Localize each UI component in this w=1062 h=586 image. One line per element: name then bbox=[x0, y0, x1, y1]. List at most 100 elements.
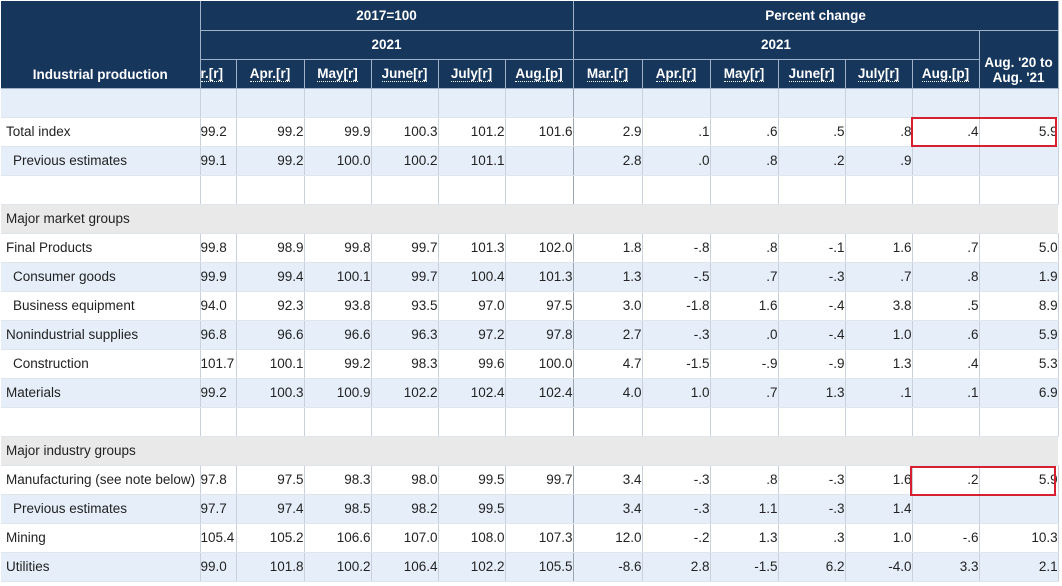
index-value-cell: 99.8 bbox=[200, 233, 237, 263]
index-value-cell: 98.9 bbox=[236, 233, 305, 263]
index-value-cell bbox=[304, 88, 372, 118]
index-value-cell bbox=[200, 407, 237, 437]
index-value-cell: 99.9 bbox=[200, 262, 237, 292]
index-value-cell: 93.8 bbox=[304, 291, 372, 321]
percent-value-cell: -1.5 bbox=[710, 552, 779, 582]
group-label: Major market groups bbox=[1, 204, 1059, 234]
percent-value-cell: 1.6 bbox=[845, 465, 913, 495]
index-value-cell: 98.2 bbox=[371, 494, 439, 524]
index-value-cell bbox=[304, 407, 372, 437]
percent-value-cell bbox=[845, 175, 913, 205]
annual-change-cell bbox=[979, 146, 1059, 176]
percent-value-cell: .4 bbox=[912, 349, 980, 379]
percent-value-cell: 2.8 bbox=[573, 146, 643, 176]
table-row: Previous estimates 99.1 99.2 100.0 100.2 101.… bbox=[1, 146, 1059, 176]
index-value-cell: 100.2 bbox=[371, 146, 439, 176]
percent-col-header[interactable]: Aug.[p] bbox=[912, 59, 980, 89]
percent-group-header: Percent change bbox=[573, 1, 1059, 31]
index-col-header[interactable]: Aug.[p] bbox=[505, 59, 574, 89]
index-col-header[interactable]: June[r] bbox=[371, 59, 439, 89]
index-value-cell: 101.1 bbox=[438, 146, 506, 176]
percent-value-cell bbox=[710, 407, 779, 437]
percent-col-header[interactable]: May[r] bbox=[710, 59, 779, 89]
index-value-cell bbox=[371, 175, 439, 205]
percent-value-cell: 1.3 bbox=[845, 349, 913, 379]
percent-col-header[interactable]: Apr.[r] bbox=[642, 59, 711, 89]
percent-value-cell bbox=[710, 88, 779, 118]
percent-value-cell: 1.0 bbox=[845, 320, 913, 350]
index-value-cell bbox=[371, 407, 439, 437]
percent-value-cell bbox=[912, 146, 980, 176]
percent-value-cell: 1.6 bbox=[710, 291, 779, 321]
percent-value-cell: -.3 bbox=[778, 494, 846, 524]
index-value-cell: 102.4 bbox=[438, 378, 506, 408]
index-col-header[interactable]: r.[r] bbox=[200, 59, 237, 89]
percent-value-cell: 4.7 bbox=[573, 349, 643, 379]
index-col-header[interactable]: July[r] bbox=[438, 59, 506, 89]
index-value-cell: 99.5 bbox=[438, 494, 506, 524]
index-value-cell bbox=[236, 88, 305, 118]
percent-value-cell bbox=[778, 407, 846, 437]
index-value-cell: 101.3 bbox=[505, 262, 574, 292]
percent-value-cell: -.9 bbox=[710, 349, 779, 379]
annual-change-cell: 2.1 bbox=[979, 552, 1059, 582]
percent-value-cell: -8.6 bbox=[573, 552, 643, 582]
percent-value-cell: 1.3 bbox=[710, 523, 779, 553]
percent-value-cell: -1.8 bbox=[642, 291, 711, 321]
annual-change-cell bbox=[979, 88, 1059, 118]
index-value-cell bbox=[505, 407, 574, 437]
percent-value-cell: -.4 bbox=[778, 320, 846, 350]
index-value-cell: 101.2 bbox=[438, 117, 506, 147]
percent-value-cell: 12.0 bbox=[573, 523, 643, 553]
index-value-cell: 106.4 bbox=[371, 552, 439, 582]
percent-value-cell: .0 bbox=[710, 320, 779, 350]
annual-change-cell bbox=[979, 407, 1059, 437]
index-value-cell: 108.0 bbox=[438, 523, 506, 553]
index-value-cell bbox=[438, 175, 506, 205]
table-row: Business equipment 94.0 92.3 93.8 93.5 97.0 97… bbox=[1, 291, 1059, 321]
index-value-cell: 107.3 bbox=[505, 523, 574, 553]
index-value-cell: 99.7 bbox=[371, 262, 439, 292]
index-value-cell: 97.4 bbox=[236, 494, 305, 524]
percent-value-cell: .0 bbox=[642, 146, 711, 176]
index-col-header[interactable]: May[r] bbox=[304, 59, 372, 89]
percent-col-header[interactable]: July[r] bbox=[845, 59, 913, 89]
percent-value-cell: -.4 bbox=[778, 291, 846, 321]
index-value-cell: 101.3 bbox=[438, 233, 506, 263]
percent-value-cell: -.3 bbox=[778, 465, 846, 495]
percent-value-cell: .7 bbox=[710, 378, 779, 408]
percent-value-cell bbox=[912, 494, 980, 524]
percent-value-cell: 3.0 bbox=[573, 291, 643, 321]
index-value-cell: 99.9 bbox=[304, 117, 372, 147]
row-label: Previous estimates bbox=[1, 494, 201, 524]
percent-value-cell bbox=[845, 88, 913, 118]
index-value-cell: 101.7 bbox=[200, 349, 237, 379]
index-value-cell: 97.5 bbox=[236, 465, 305, 495]
row-label: Manufacturing (see note below) bbox=[1, 465, 201, 495]
percent-col-header[interactable]: June[r] bbox=[778, 59, 846, 89]
row-label bbox=[1, 175, 201, 205]
percent-value-cell bbox=[642, 407, 711, 437]
index-col-header[interactable]: Apr.[r] bbox=[236, 59, 305, 89]
percent-value-cell: -.5 bbox=[642, 262, 711, 292]
index-year-header: 2021 bbox=[200, 30, 574, 60]
index-value-cell bbox=[200, 175, 237, 205]
index-value-cell: 96.3 bbox=[371, 320, 439, 350]
index-value-cell: 101.8 bbox=[236, 552, 305, 582]
percent-value-cell bbox=[573, 175, 643, 205]
percent-value-cell: -.3 bbox=[642, 465, 711, 495]
index-value-cell: 105.5 bbox=[505, 552, 574, 582]
percent-value-cell: -.1 bbox=[778, 233, 846, 263]
row-label: Total index bbox=[1, 117, 201, 147]
index-value-cell: 102.4 bbox=[505, 378, 574, 408]
percent-value-cell: 1.6 bbox=[845, 233, 913, 263]
percent-col-header[interactable]: Mar.[r] bbox=[573, 59, 643, 89]
table-row: Previous estimates 97.7 97.4 98.5 98.2 99.5 3.… bbox=[1, 494, 1059, 524]
index-value-cell: 102.0 bbox=[505, 233, 574, 263]
index-value-cell bbox=[371, 88, 439, 118]
table-row: Construction 101.7 100.1 99.2 98.3 99.6 100.0 4… bbox=[1, 349, 1059, 379]
percent-value-cell: 1.8 bbox=[573, 233, 643, 263]
row-label: Previous estimates bbox=[1, 146, 201, 176]
percent-value-cell: 1.0 bbox=[845, 523, 913, 553]
index-value-cell: 99.2 bbox=[200, 117, 237, 147]
